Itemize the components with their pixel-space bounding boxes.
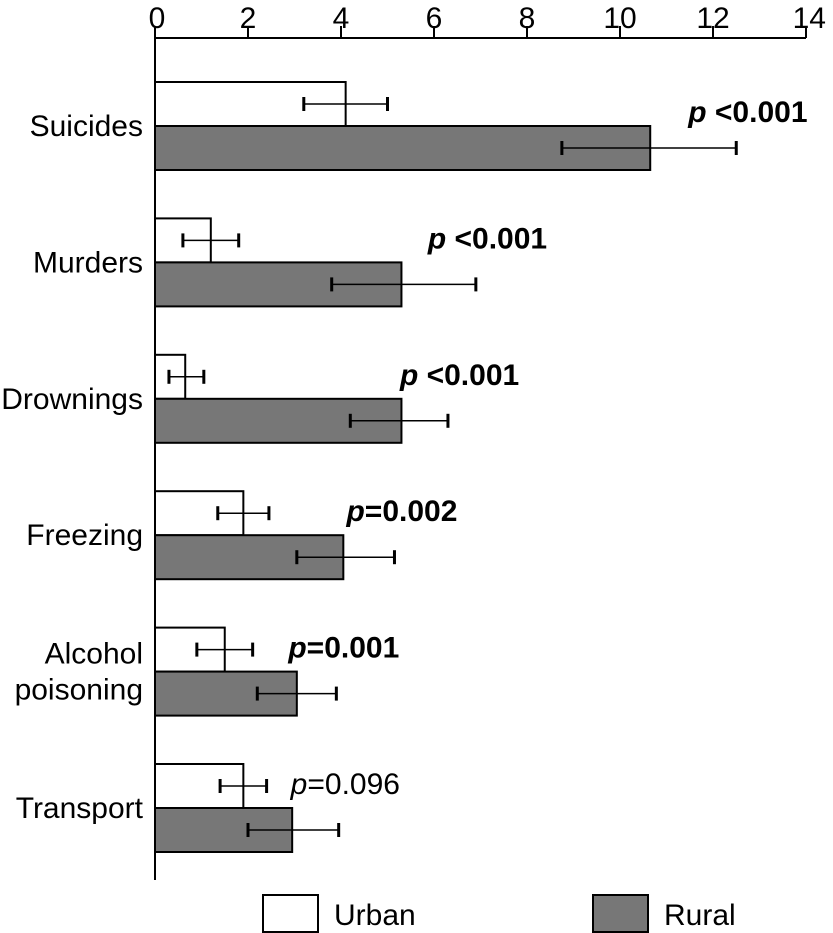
p-value-text: <0.001 bbox=[446, 222, 547, 255]
p-value-label: p=0.001 bbox=[287, 632, 399, 665]
p-value-prefix: p bbox=[345, 495, 364, 528]
labels-layer: Suicides p <0.001 Murders p <0.001 Drownings… bbox=[1, 96, 807, 825]
p-value-prefix: p bbox=[290, 768, 308, 801]
category-label: Suicides bbox=[30, 110, 143, 143]
p-value-label: p=0.002 bbox=[345, 495, 457, 528]
p-value-label: p <0.001 bbox=[687, 96, 807, 129]
x-tick-label: 6 bbox=[426, 2, 443, 35]
bars-layer bbox=[154, 81, 738, 853]
p-value-text: <0.001 bbox=[707, 96, 808, 129]
category-label: Freezing bbox=[26, 519, 143, 552]
legend-label-urban: Urban bbox=[334, 899, 416, 932]
legend: Urban Rural bbox=[262, 894, 736, 933]
axis-layer: 0 2 4 6 8 10 12 14 bbox=[149, 2, 826, 880]
p-value-prefix: p bbox=[287, 632, 306, 665]
x-tick-label: 10 bbox=[603, 2, 636, 35]
x-tick-label: 12 bbox=[696, 2, 729, 35]
category-label: Drownings bbox=[1, 383, 143, 416]
category-label: Transport bbox=[16, 792, 144, 825]
bar-urban bbox=[154, 626, 226, 673]
category-label: poisoning bbox=[15, 674, 143, 707]
p-value-text: =0.002 bbox=[365, 495, 458, 528]
x-tick-label: 0 bbox=[149, 2, 166, 35]
p-value-prefix: p bbox=[427, 222, 446, 255]
p-value-label: p=0.096 bbox=[290, 768, 400, 801]
x-tick-label: 2 bbox=[240, 2, 257, 35]
p-value-label: p <0.001 bbox=[399, 359, 519, 392]
category-label: Murders bbox=[33, 246, 143, 279]
legend-label-rural: Rural bbox=[664, 899, 736, 932]
p-value-text: <0.001 bbox=[418, 359, 519, 392]
category-label: Alcohol bbox=[45, 638, 143, 671]
p-value-label: p <0.001 bbox=[427, 222, 547, 255]
p-value-text: =0.096 bbox=[307, 768, 400, 801]
x-tick-label: 14 bbox=[793, 2, 826, 35]
p-value-prefix: p bbox=[687, 96, 706, 129]
x-tick-label: 4 bbox=[333, 2, 350, 35]
legend-swatch-urban bbox=[262, 894, 319, 933]
legend-swatch-rural bbox=[592, 894, 649, 933]
p-value-prefix: p bbox=[399, 359, 418, 392]
p-value-text: =0.001 bbox=[307, 632, 400, 665]
x-tick-label: 8 bbox=[519, 2, 536, 35]
